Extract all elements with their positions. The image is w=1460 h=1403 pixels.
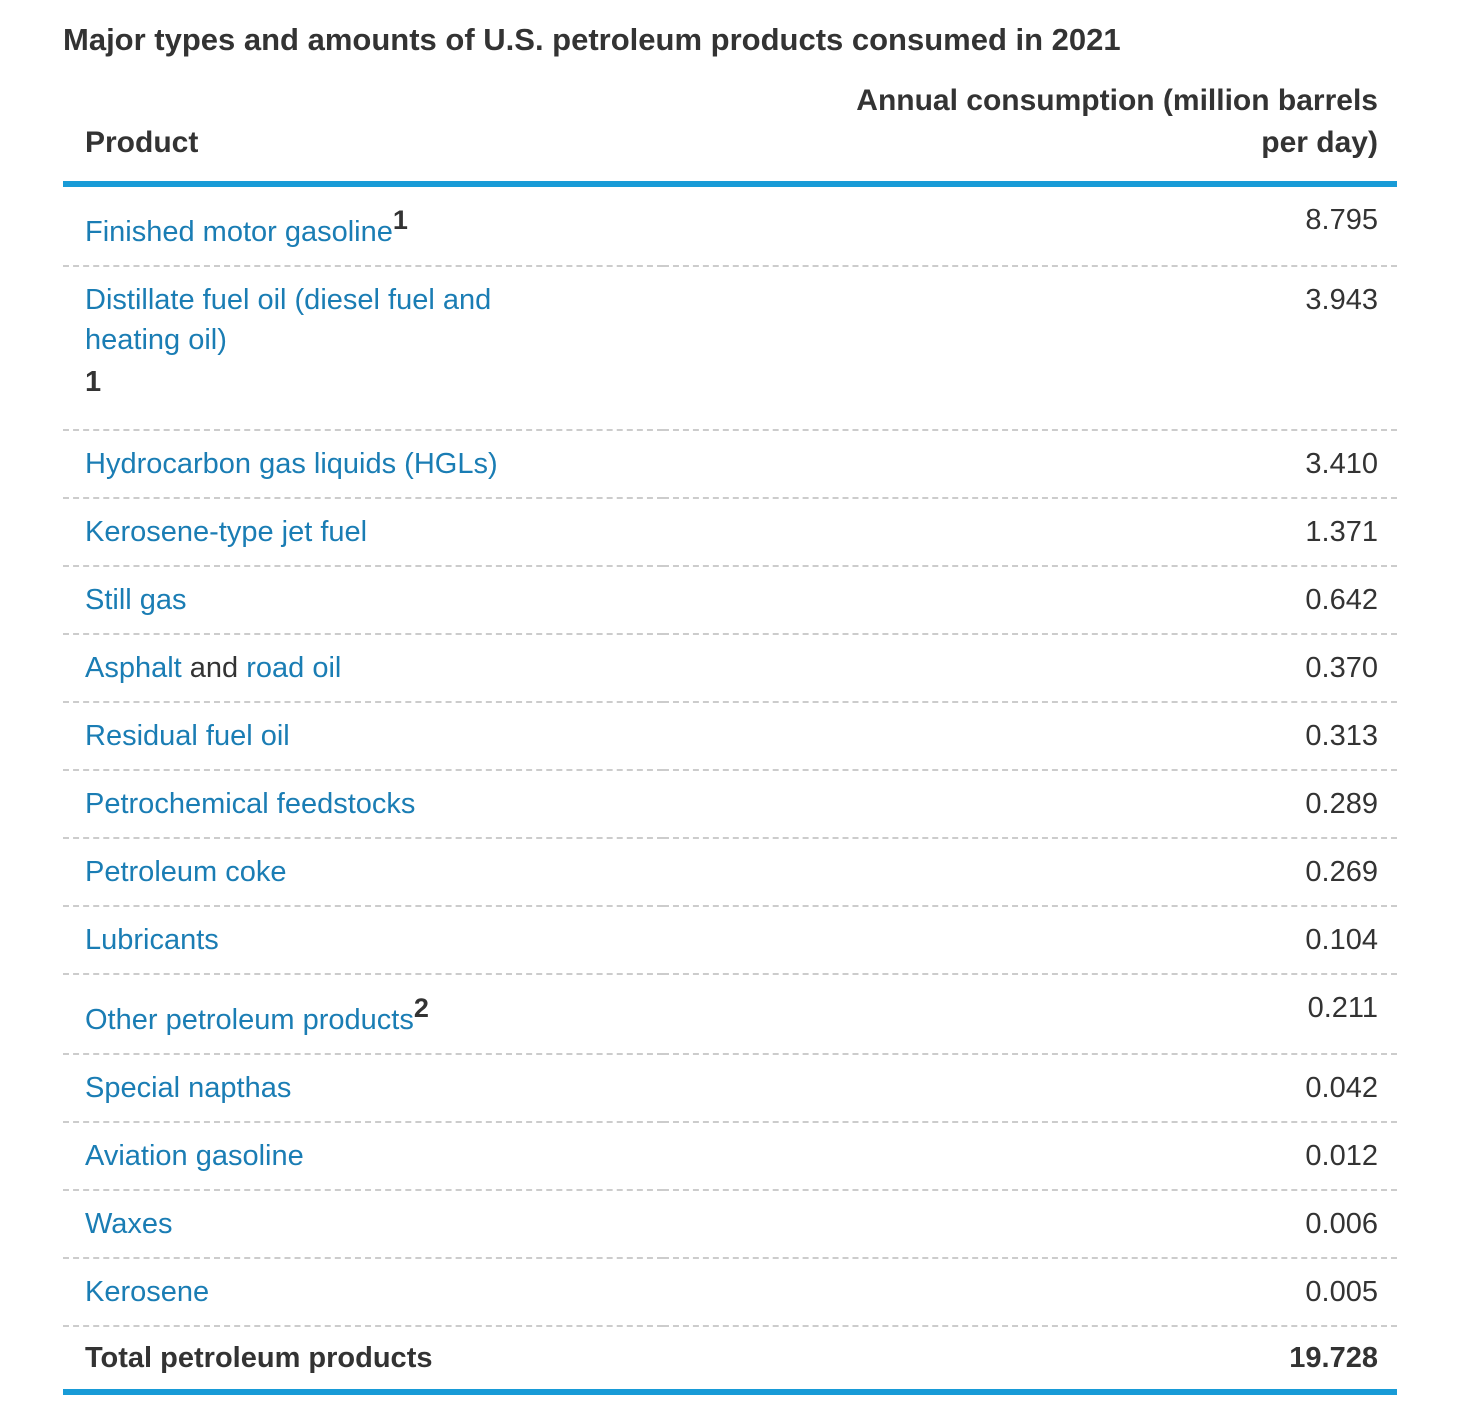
footnote-superscript: 1 — [392, 205, 408, 235]
product-cell: Petrochemical feedstocks — [63, 770, 663, 839]
product-link[interactable]: Waxes — [85, 1208, 173, 1240]
total-label: Total petroleum products — [63, 1326, 663, 1395]
product-cell: Aviation gasoline — [63, 1122, 663, 1191]
consumption-value: 0.370 — [663, 634, 1397, 703]
product-link[interactable]: Aviation gasoline — [85, 1140, 304, 1172]
table-row: Finished motor gasoline1 8.795 — [63, 184, 1397, 267]
product-cell: Petroleum coke — [63, 838, 663, 907]
consumption-value: 1.371 — [663, 498, 1397, 567]
table-row: Other petroleum products2 0.211 — [63, 974, 1397, 1055]
table-body: Finished motor gasoline1 8.795 Distillate … — [63, 184, 1397, 1395]
column-header-consumption-line2: per day) — [1261, 126, 1378, 159]
product-label-text: and — [181, 652, 247, 684]
footnote-superscript: 1 — [85, 366, 102, 398]
product-cell: Residual fuel oil — [63, 702, 663, 771]
consumption-value: 0.005 — [663, 1258, 1397, 1327]
consumption-value: 0.012 — [663, 1122, 1397, 1191]
consumption-value: 3.943 — [663, 266, 1397, 431]
product-cell: Kerosene — [63, 1258, 663, 1327]
product-link[interactable]: Petroleum coke — [85, 856, 287, 888]
table-row: Petrochemical feedstocks 0.289 — [63, 770, 1397, 839]
column-header-product: Product — [63, 80, 663, 187]
product-link[interactable]: Finished motor gasoline — [85, 216, 393, 248]
consumption-value: 0.006 — [663, 1190, 1397, 1259]
product-link[interactable]: Special napthas — [85, 1072, 292, 1104]
product-cell: Lubricants — [63, 906, 663, 975]
product-cell: Other petroleum products2 — [63, 974, 663, 1055]
consumption-value: 8.795 — [663, 184, 1397, 267]
consumption-value: 0.289 — [663, 770, 1397, 839]
product-link[interactable]: Asphalt — [85, 652, 182, 684]
consumption-value: 0.313 — [663, 702, 1397, 771]
table-row: Still gas 0.642 — [63, 566, 1397, 635]
table-row: Kerosene 0.005 — [63, 1258, 1397, 1327]
product-link[interactable]: Lubricants — [85, 924, 219, 956]
column-header-consumption-line1: Annual consumption (million barrels — [856, 84, 1378, 117]
column-header-consumption: Annual consumption (million barrels per … — [663, 80, 1397, 187]
consumption-value: 0.104 — [663, 906, 1397, 975]
product-link[interactable]: Still gas — [85, 584, 187, 616]
product-link[interactable]: Distillate fuel oil (diesel fuel and — [85, 284, 492, 316]
product-link[interactable]: Residual fuel oil — [85, 720, 290, 752]
table-row: Kerosene-type jet fuel 1.371 — [63, 498, 1397, 567]
table-row: Petroleum coke 0.269 — [63, 838, 1397, 907]
consumption-value: 0.269 — [663, 838, 1397, 907]
table-row: Hydrocarbon gas liquids (HGLs) 3.410 — [63, 430, 1397, 499]
table-row-total: Total petroleum products 19.728 — [63, 1326, 1397, 1395]
product-link[interactable]: Petrochemical feedstocks — [85, 788, 416, 820]
product-cell: Kerosene-type jet fuel — [63, 498, 663, 567]
product-cell: Still gas — [63, 566, 663, 635]
consumption-table: Product Annual consumption (million barr… — [63, 80, 1397, 1395]
product-link[interactable]: Hydrocarbon gas liquids (HGLs) — [85, 448, 498, 480]
consumption-value: 0.211 — [663, 974, 1397, 1055]
product-cell: Special napthas — [63, 1054, 663, 1123]
table-row: Residual fuel oil 0.313 — [63, 702, 1397, 771]
table-row: Lubricants 0.104 — [63, 906, 1397, 975]
product-link[interactable]: heating oil) — [85, 324, 227, 356]
page-title: Major types and amounts of U.S. petroleu… — [63, 22, 1121, 57]
product-link[interactable]: Other petroleum products — [85, 1004, 414, 1036]
product-cell: Hydrocarbon gas liquids (HGLs) — [63, 430, 663, 499]
table-row: Aviation gasoline 0.012 — [63, 1122, 1397, 1191]
table-row: Waxes 0.006 — [63, 1190, 1397, 1259]
product-link[interactable]: Kerosene — [85, 1276, 210, 1308]
product-link[interactable]: road oil — [246, 652, 342, 684]
footnote-superscript: 2 — [413, 993, 429, 1023]
table-row: Asphalt and road oil 0.370 — [63, 634, 1397, 703]
consumption-value: 3.410 — [663, 430, 1397, 499]
product-cell: Waxes — [63, 1190, 663, 1259]
consumption-value: 0.642 — [663, 566, 1397, 635]
consumption-value: 0.042 — [663, 1054, 1397, 1123]
table-row: Distillate fuel oil (diesel fuel and heat… — [63, 266, 1397, 431]
table-row: Special napthas 0.042 — [63, 1054, 1397, 1123]
total-consumption-value: 19.728 — [663, 1326, 1397, 1395]
product-cell: Asphalt and road oil — [63, 634, 663, 703]
product-cell: Distillate fuel oil (diesel fuel and heat… — [63, 266, 663, 431]
table-header: Product Annual consumption (million barr… — [63, 80, 1397, 187]
product-link[interactable]: Kerosene-type jet fuel — [85, 516, 368, 548]
product-cell: Finished motor gasoline1 — [63, 184, 663, 267]
